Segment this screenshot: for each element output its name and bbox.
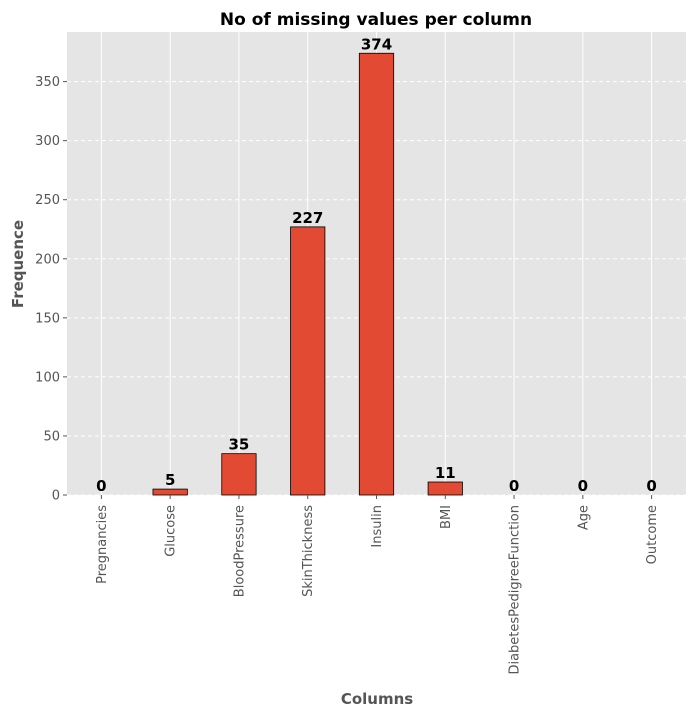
y-tick-label: 100 <box>35 370 60 385</box>
x-tick-label: BMI <box>439 505 454 529</box>
data-label: 0 <box>509 477 519 495</box>
x-tick-label: Age <box>576 505 591 530</box>
bar-skinthickness <box>290 226 326 496</box>
bar-glucose <box>152 488 188 496</box>
data-label: 0 <box>578 477 588 495</box>
bar-bmi <box>427 481 463 496</box>
bars <box>152 52 463 496</box>
data-label: 35 <box>229 436 250 454</box>
x-tick-label: Insulin <box>370 505 385 548</box>
bar-bloodpressure <box>221 453 257 496</box>
x-axis-label: Columns <box>341 690 413 708</box>
x-axis-ticks: Pregnancies Glucose BloodPressure SkinThick… <box>95 495 660 675</box>
data-label: 5 <box>165 471 175 489</box>
y-tick-label: 250 <box>35 193 60 208</box>
chart-title: No of missing values per column <box>220 10 532 30</box>
x-tick-label: Pregnancies <box>95 505 110 584</box>
data-label: 0 <box>646 477 656 495</box>
y-tick-label: 300 <box>35 134 60 149</box>
data-label: 374 <box>361 35 392 53</box>
y-tick-label: 200 <box>35 252 60 267</box>
y-axis-ticks: 0 50 100 150 200 250 300 350 <box>35 75 67 504</box>
x-tick-label: Glucose <box>164 505 179 557</box>
x-tick-label: BloodPressure <box>232 505 247 597</box>
data-label: 0 <box>96 477 106 495</box>
x-tick-label: Outcome <box>645 505 660 564</box>
x-tick-label: DiabetesPedigreeFunction <box>508 505 523 675</box>
data-label: 11 <box>435 464 456 482</box>
bar-insulin <box>358 52 395 496</box>
data-labels: 0 5 35 227 374 11 0 0 0 <box>96 35 657 495</box>
x-tick-label: SkinThickness <box>301 505 316 597</box>
y-tick-label: 350 <box>35 75 60 90</box>
y-axis-label: Frequence <box>9 220 27 308</box>
y-tick-label: 50 <box>43 429 60 444</box>
y-tick-label: 0 <box>52 489 60 504</box>
y-tick-label: 150 <box>35 311 60 326</box>
data-label: 227 <box>292 209 323 227</box>
